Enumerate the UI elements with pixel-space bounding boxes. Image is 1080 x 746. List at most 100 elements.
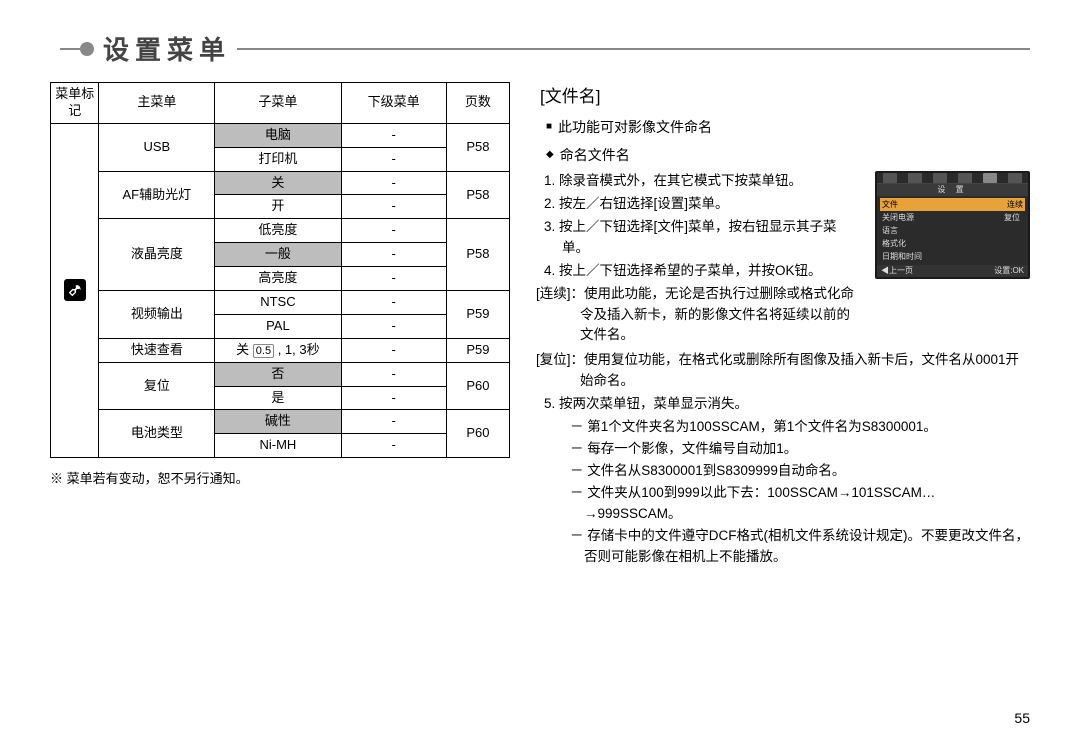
- lower-cell: -: [341, 195, 446, 219]
- main-usb: USB: [99, 123, 215, 171]
- page-cell: P58: [446, 123, 509, 171]
- page-cell: P58: [446, 171, 509, 219]
- table-note: ※ 菜单若有变动，恕不另行通知。: [50, 468, 510, 487]
- page-cell: P59: [446, 291, 509, 339]
- lower-cell: -: [341, 243, 446, 267]
- sub-cell: NTSC: [215, 291, 341, 315]
- section-title: [文件名]: [540, 82, 1030, 107]
- sub-cell: 碱性: [215, 410, 341, 434]
- th-page: 页数: [446, 83, 509, 124]
- dash-item: － 存储卡中的文件遵守DCF格式(相机文件系统设计规定)。不要更改文件名，否则可…: [540, 526, 1030, 568]
- lcd-row-r: 复位: [1001, 211, 1023, 224]
- menu-mark-cell: [51, 123, 99, 457]
- page-number: 55: [1014, 710, 1030, 726]
- sub-cell: 关: [215, 171, 341, 195]
- main-lcd: 液晶亮度: [99, 219, 215, 291]
- title-dot: [80, 42, 94, 56]
- step-item: 2. 按左／右钮选择[设置]菜单。: [562, 194, 863, 215]
- lower-cell: -: [341, 410, 446, 434]
- page-cell: P60: [446, 410, 509, 458]
- lower-cell: -: [341, 362, 446, 386]
- dash-item: － 文件夹从100到999以此下去：100SSCAM→101SSCAM…→999…: [540, 483, 1030, 525]
- lcd-row: 语言: [880, 224, 1025, 237]
- wrench-icon: [64, 279, 86, 301]
- lcd-tab-icon: [1008, 173, 1022, 183]
- def-term: [复位]：: [536, 352, 584, 367]
- lcd-title: 设 置: [877, 184, 1028, 196]
- sub-cell: 高亮度: [215, 267, 341, 291]
- lcd-tab-icon: [883, 173, 897, 183]
- lcd-tab-icon: [908, 173, 922, 183]
- lcd-row: 格式化: [880, 237, 1025, 250]
- lower-cell: -: [341, 147, 446, 171]
- def-body: 使用复位功能，在格式化或删除所有图像及插入新卡后，文件名从0001开始命名。: [580, 352, 1019, 388]
- main-af: AF辅助光灯: [99, 171, 215, 219]
- steps-list-2: 5. 按两次菜单钮，菜单显示消失。: [540, 394, 1030, 415]
- dash-item: － 每存一个影像，文件编号自动加1。: [540, 439, 1030, 460]
- main-reset: 复位: [99, 362, 215, 410]
- title-rule-left: [60, 48, 80, 50]
- lower-cell: -: [341, 171, 446, 195]
- lcd-row-l: 日期和时间: [882, 250, 922, 263]
- page-cell: P60: [446, 362, 509, 410]
- lower-cell: -: [341, 267, 446, 291]
- th-main: 主菜单: [99, 83, 215, 124]
- lcd-row: 文件 连续: [880, 198, 1025, 211]
- lcd-tab-icon: [958, 173, 972, 183]
- def-body: 使用此功能，无论是否执行过删除或格式化命令及插入新卡，新的影像文件名将延续以前的…: [580, 286, 854, 343]
- sub-cell: 关 0.5 , 1, 3秒: [215, 338, 341, 362]
- lcd-row-l: 关闭电源: [882, 211, 914, 224]
- lower-cell: -: [341, 219, 446, 243]
- lower-cell: -: [341, 434, 446, 458]
- lcd-preview: 设 置 文件 连续 关闭电源 复位 语言 格式化 日期和时间 ◀上一页设置:OK: [875, 171, 1030, 279]
- lower-cell: -: [341, 123, 446, 147]
- sub-cell: 电脑: [215, 123, 341, 147]
- def-continuous: [连续]：使用此功能，无论是否执行过删除或格式化命令及插入新卡，新的影像文件名将…: [540, 284, 863, 347]
- lcd-row: 日期和时间: [880, 250, 1025, 263]
- lcd-tabs: [877, 173, 1028, 184]
- def-term: [连续]：: [536, 286, 584, 301]
- th-sub: 子菜单: [215, 83, 341, 124]
- lcd-row-l: 文件: [882, 198, 898, 211]
- main-video: 视频输出: [99, 291, 215, 339]
- lower-cell: -: [341, 338, 446, 362]
- th-icon: 菜单标记: [51, 83, 99, 124]
- settings-menu-table: 菜单标记 主菜单 子菜单 下级菜单 页数: [50, 82, 510, 458]
- lcd-row: 关闭电源 复位: [880, 211, 1025, 224]
- lcd-foot: ◀上一页设置:OK: [877, 265, 1028, 277]
- lcd-row-l: 格式化: [882, 237, 906, 250]
- dash-item: － 文件名从S8300001到S8309999自动命名。: [540, 461, 1030, 482]
- dash-item: － 第1个文件夹名为100SSCAM，第1个文件名为S8300001。: [540, 417, 1030, 438]
- qv-prefix: 关: [236, 342, 249, 357]
- th-lower: 下级菜单: [341, 83, 446, 124]
- step-item: 4. 按上／下钮选择希望的子菜单，并按OK钮。: [562, 261, 863, 282]
- subheading-bullet: 命名文件名: [546, 145, 1030, 165]
- title-rule-right: [237, 48, 1030, 50]
- lcd-tab-icon: [933, 173, 947, 183]
- page-title: 设置菜单: [97, 30, 237, 67]
- page-cell: P59: [446, 338, 509, 362]
- sub-cell: 否: [215, 362, 341, 386]
- subheading-text: 命名文件名: [560, 145, 630, 165]
- sub-cell: PAL: [215, 314, 341, 338]
- lcd-row-r: 连续: [1007, 198, 1023, 211]
- sub-cell: 一般: [215, 243, 341, 267]
- page-title-bar: 设置菜单: [60, 30, 1030, 67]
- step-item: 5. 按两次菜单钮，菜单显示消失。: [562, 394, 1030, 415]
- main-quickview: 快速查看: [99, 338, 215, 362]
- lower-cell: -: [341, 386, 446, 410]
- lower-cell: -: [341, 291, 446, 315]
- lcd-row-l: 语言: [882, 224, 898, 237]
- sub-cell: Ni-MH: [215, 434, 341, 458]
- lower-cell: -: [341, 314, 446, 338]
- sub-cell: 是: [215, 386, 341, 410]
- sub-cell: 打印机: [215, 147, 341, 171]
- step-item: 1. 除录音模式外，在其它模式下按菜单钮。: [562, 171, 863, 192]
- main-battery: 电池类型: [99, 410, 215, 458]
- intro-text: 此功能可对影像文件命名: [558, 117, 712, 137]
- lcd-body: 文件 连续 关闭电源 复位 语言 格式化 日期和时间: [877, 196, 1028, 265]
- lcd-foot-r: 设置:OK: [994, 265, 1024, 277]
- sub-cell: 开: [215, 195, 341, 219]
- qv-boxed: 0.5: [253, 344, 274, 358]
- page-cell: P58: [446, 219, 509, 291]
